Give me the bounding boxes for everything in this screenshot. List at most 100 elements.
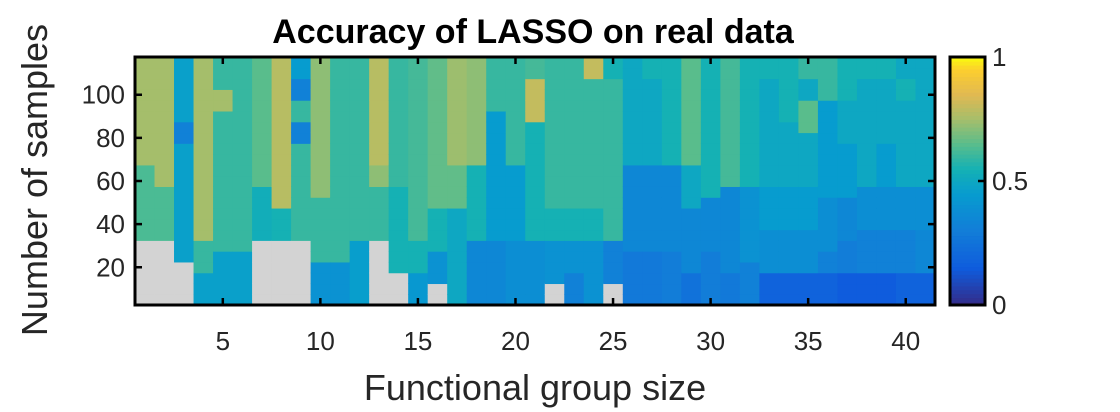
heatmap-cell	[661, 272, 682, 285]
heatmap-cell	[447, 240, 468, 252]
heatmap-cell	[720, 154, 741, 166]
heatmap-cell	[174, 283, 195, 295]
heatmap-cell	[193, 197, 214, 209]
heatmap-cell	[466, 132, 487, 144]
heatmap-cell	[915, 100, 936, 112]
heatmap-cell	[915, 67, 936, 80]
heatmap-cell	[661, 175, 682, 187]
heatmap-cell	[720, 78, 741, 90]
heatmap-cell	[408, 164, 429, 177]
heatmap-cell	[739, 143, 760, 155]
heatmap-cell	[330, 175, 351, 187]
heatmap-cell	[661, 283, 682, 295]
heatmap-cell	[154, 164, 175, 177]
heatmap-cell	[603, 251, 624, 263]
heatmap-cell	[525, 143, 546, 155]
heatmap-cell	[915, 197, 936, 209]
heatmap-cell	[817, 89, 839, 101]
heatmap-cell	[466, 154, 487, 166]
heatmap-cell	[466, 121, 487, 134]
heatmap-cell	[213, 283, 234, 295]
heatmap-cell	[700, 121, 721, 134]
heatmap-cell	[213, 229, 234, 241]
heatmap-cell	[388, 164, 409, 177]
heatmap-cell	[856, 283, 878, 295]
heatmap-cell	[427, 67, 448, 80]
heatmap-cell	[291, 240, 312, 252]
heatmap-cell	[447, 132, 468, 144]
heatmap-cell	[447, 143, 468, 155]
y-tick-label: 40	[96, 209, 125, 239]
heatmap-cell	[583, 132, 604, 144]
heatmap-cell	[642, 67, 663, 80]
heatmap-cell	[213, 132, 234, 144]
heatmap-cell	[330, 164, 351, 177]
heatmap-cell	[798, 229, 819, 241]
colorbar-segment	[950, 72, 985, 78]
colorbar-segment	[950, 130, 985, 136]
heatmap-cell	[564, 89, 585, 101]
heatmap-cell	[817, 154, 839, 166]
heatmap-cell	[291, 67, 312, 80]
heatmap-cell	[505, 283, 526, 295]
heatmap-cell	[408, 154, 429, 166]
heatmap-cell	[642, 251, 663, 263]
heatmap-cell	[739, 121, 760, 134]
heatmap-cell	[564, 283, 585, 295]
heatmap-cell	[369, 240, 390, 252]
heatmap-cell	[174, 175, 195, 187]
heatmap-cell	[193, 251, 214, 263]
heatmap-cell	[642, 218, 663, 231]
heatmap-cell	[661, 207, 682, 220]
heatmap-cell	[447, 251, 468, 263]
heatmap-cell	[739, 110, 760, 123]
heatmap-cell	[778, 218, 800, 231]
heatmap-cell	[486, 207, 507, 220]
heatmap-cell	[447, 207, 468, 220]
heatmap-cell	[837, 175, 858, 187]
heatmap-cell	[817, 110, 839, 123]
heatmap-cell	[798, 218, 819, 231]
heatmap-cell	[349, 110, 370, 123]
heatmap-cell	[505, 89, 526, 101]
heatmap-cell	[642, 121, 663, 134]
heatmap-cell	[505, 143, 526, 155]
heatmap-cell	[895, 186, 917, 198]
heatmap-cell	[798, 132, 819, 144]
heatmap-cell	[622, 121, 643, 134]
y-axis-label: Number of samples	[14, 24, 55, 336]
colorbar-segment	[950, 243, 985, 248]
heatmap-cell	[154, 218, 175, 231]
heatmap-cell	[661, 164, 682, 177]
colorbar-segment	[950, 188, 985, 194]
heatmap-cell	[720, 229, 741, 241]
heatmap-cell	[466, 110, 487, 123]
heatmap-cell	[154, 197, 175, 209]
heatmap-cell	[408, 78, 429, 90]
heatmap-cell	[778, 283, 800, 295]
heatmap-cell	[388, 218, 409, 231]
heatmap-cell	[564, 251, 585, 263]
heatmap-cell	[271, 229, 292, 241]
heatmap-cell	[349, 100, 370, 112]
colorbar-segment	[950, 153, 985, 159]
heatmap-cell	[603, 100, 624, 112]
heatmap-cell	[310, 110, 331, 123]
heatmap-cell	[252, 89, 273, 101]
heatmap-cell	[369, 67, 390, 80]
heatmap-cell	[408, 207, 429, 220]
heatmap-cell	[369, 272, 390, 285]
heatmap-cell	[408, 67, 429, 80]
heatmap-cell	[525, 67, 546, 80]
heatmap-cell	[213, 197, 234, 209]
heatmap-cell	[759, 121, 780, 134]
heatmap-cell	[427, 229, 448, 241]
heatmap-cell	[778, 229, 800, 241]
heatmap-cell	[876, 272, 897, 285]
heatmap-cell	[232, 283, 253, 295]
heatmap-cell	[895, 240, 917, 252]
colorbar-segment	[950, 165, 985, 171]
heatmap-cell	[642, 164, 663, 177]
heatmap-cell	[252, 164, 273, 177]
heatmap-cell	[271, 175, 292, 187]
